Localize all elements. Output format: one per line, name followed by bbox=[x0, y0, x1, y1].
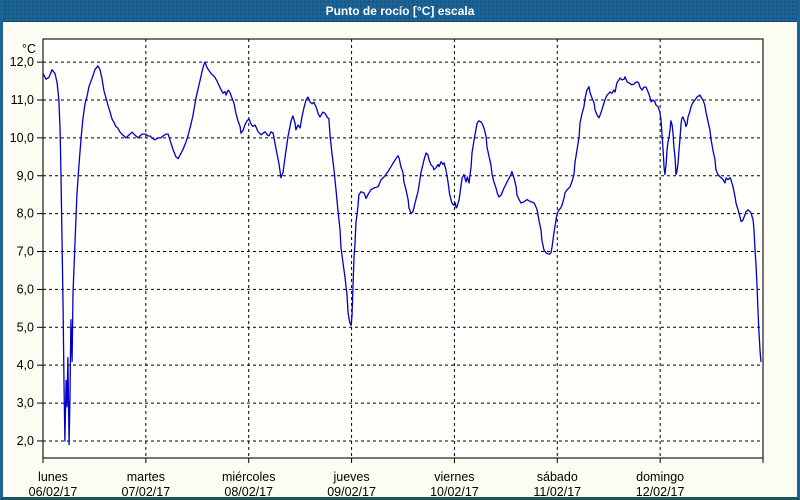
y-tick-label: 8,0 bbox=[17, 207, 34, 221]
x-date-label: 09/02/17 bbox=[327, 485, 376, 499]
y-tick-label: 11,0 bbox=[11, 93, 34, 107]
y-tick-label: 3,0 bbox=[17, 396, 34, 410]
y-tick-label: 5,0 bbox=[17, 320, 34, 334]
x-day-label: jueves bbox=[333, 470, 370, 484]
x-date-label: 12/02/17 bbox=[636, 485, 685, 499]
y-tick-label: 9,0 bbox=[17, 169, 34, 183]
x-day-label: miércoles bbox=[222, 470, 276, 484]
y-tick-label: 2,0 bbox=[17, 434, 34, 448]
y-tick-label: 4,0 bbox=[17, 358, 34, 372]
dew-point-line-chart: 12,0 11,0 10,0 9,0 8,0 7,0 6,0 5,0 4,0 3,0 2,0 °C lu… bbox=[10, 38, 764, 499]
x-date-label: 11/02/17 bbox=[533, 485, 581, 499]
y-tick-label: 12,0 bbox=[10, 55, 34, 69]
plot-border bbox=[42, 38, 764, 459]
x-day-label: sábado bbox=[537, 470, 578, 484]
x-date-label: 07/02/17 bbox=[122, 485, 171, 499]
y-tick-label: 7,0 bbox=[17, 245, 34, 259]
x-day-label: domingo bbox=[636, 470, 684, 484]
y-axis-unit-label: °C bbox=[22, 42, 36, 56]
title-bar: Punto de rocío [°C] escala bbox=[3, 0, 797, 22]
chart-title: Punto de rocío [°C] escala bbox=[325, 3, 475, 18]
plot-area bbox=[43, 39, 763, 458]
x-day-label: viernes bbox=[434, 470, 474, 484]
x-date-label: 08/02/17 bbox=[224, 485, 273, 499]
y-tick-label: 6,0 bbox=[17, 282, 34, 296]
x-day-label: martes bbox=[127, 470, 165, 484]
x-day-label: lunes bbox=[38, 470, 68, 484]
x-date-label: 10/02/17 bbox=[430, 485, 479, 499]
y-tick-label: 10,0 bbox=[10, 131, 34, 145]
dew-point-series-line bbox=[42, 61, 762, 446]
x-date-label: 06/02/17 bbox=[29, 485, 78, 499]
